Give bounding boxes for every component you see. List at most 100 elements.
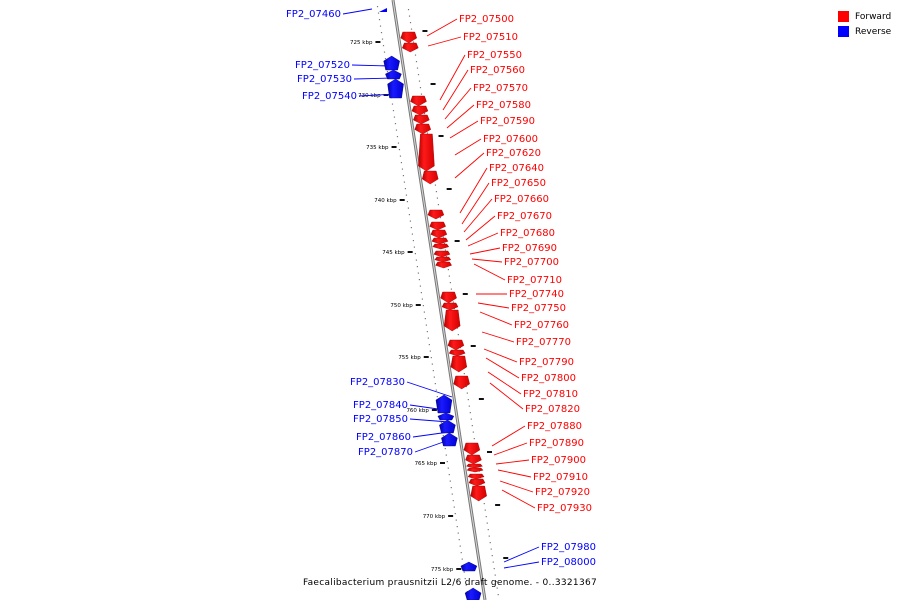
reverse-gene-label[interactable]: FP2_07980 — [541, 542, 596, 553]
reverse-gene-label[interactable]: FP2_07870 — [358, 447, 413, 458]
guide-dot — [419, 285, 421, 287]
reverse-gene-label[interactable]: FP2_07840 — [353, 400, 408, 411]
forward-gene-arrow[interactable] — [443, 309, 461, 332]
reverse-gene-arrow[interactable] — [439, 419, 456, 434]
forward-gene-arrow[interactable] — [402, 42, 419, 53]
forward-gene-arrow[interactable] — [400, 31, 417, 44]
forward-gene-arrow[interactable] — [429, 221, 446, 231]
forward-gene-label[interactable]: FP2_07640 — [489, 163, 544, 174]
reverse-gene-label[interactable]: FP2_07520 — [295, 60, 350, 71]
forward-gene-arrow[interactable] — [433, 250, 451, 258]
forward-gene-label[interactable]: FP2_07920 — [535, 487, 590, 498]
forward-gene-arrow[interactable] — [470, 485, 487, 502]
forward-gene-label[interactable]: FP2_07550 — [467, 50, 522, 61]
forward-gene-label[interactable]: FP2_07510 — [463, 32, 518, 43]
forward-gene-arrow[interactable] — [421, 170, 439, 185]
forward-gene-label[interactable]: FP2_07800 — [521, 373, 576, 384]
forward-gene-arrow[interactable] — [431, 237, 449, 245]
reverse-gene-arrow[interactable] — [464, 587, 482, 600]
reverse-gene-label[interactable]: FP2_07850 — [353, 414, 408, 425]
forward-gene-arrow[interactable] — [450, 355, 468, 373]
guide-dot — [418, 80, 421, 82]
forward-leader-line — [485, 357, 520, 379]
forward-gene-arrow[interactable] — [427, 209, 445, 220]
forward-gene-arrow[interactable] — [448, 349, 466, 357]
forward-gene-arrow[interactable] — [468, 478, 486, 487]
tick-mark — [446, 188, 452, 190]
forward-gene-label[interactable]: FP2_07500 — [459, 14, 514, 25]
reverse-gene-arrow[interactable] — [385, 69, 402, 80]
forward-gene-arrow[interactable] — [441, 302, 459, 311]
forward-gene-label[interactable]: FP2_07700 — [504, 257, 559, 268]
forward-leader-line — [493, 442, 528, 456]
forward-gene-arrow[interactable] — [453, 375, 470, 390]
forward-gene-arrow[interactable] — [465, 454, 482, 465]
forward-gene-label[interactable]: FP2_07590 — [480, 116, 535, 127]
forward-gene-label[interactable]: FP2_07710 — [507, 275, 562, 286]
forward-gene-label[interactable]: FP2_07810 — [523, 389, 578, 400]
forward-gene-arrow[interactable] — [411, 105, 429, 116]
tick-mark — [456, 568, 462, 570]
reverse-leader-line — [353, 77, 394, 80]
forward-leader-line — [477, 302, 510, 309]
reverse-gene-arrow[interactable] — [383, 55, 400, 71]
guide-dot — [386, 71, 389, 73]
reverse-gene-arrow[interactable] — [460, 561, 478, 572]
forward-gene-arrow[interactable] — [463, 442, 481, 456]
forward-gene-label[interactable]: FP2_07580 — [476, 100, 531, 111]
forward-gene-arrow[interactable] — [467, 473, 485, 480]
forward-gene-label[interactable]: FP2_07880 — [527, 421, 582, 432]
guide-dot — [418, 279, 420, 281]
forward-gene-label[interactable]: FP2_07930 — [537, 503, 592, 514]
guide-dot — [411, 233, 414, 235]
reverse-gene-arrow[interactable] — [435, 394, 453, 414]
reverse-gene-arrow[interactable] — [387, 78, 404, 99]
forward-gene-label[interactable]: FP2_07680 — [500, 228, 555, 239]
forward-gene-label[interactable]: FP2_07910 — [533, 472, 588, 483]
guide-dot — [408, 214, 411, 216]
forward-gene-arrow[interactable] — [430, 229, 448, 239]
forward-gene-label[interactable]: FP2_07600 — [483, 134, 538, 145]
forward-gene-arrow[interactable] — [435, 261, 452, 269]
forward-gene-label[interactable]: FP2_07620 — [486, 148, 541, 159]
forward-gene-arrow[interactable] — [440, 291, 457, 304]
reverse-gene-arrow[interactable] — [441, 432, 458, 447]
forward-gene-arrow[interactable] — [413, 114, 430, 125]
forward-gene-label[interactable]: FP2_07760 — [514, 320, 569, 331]
forward-gene-label[interactable]: FP2_07890 — [529, 438, 584, 449]
reverse-gene-arrow[interactable] — [379, 8, 387, 12]
forward-gene-arrow[interactable] — [466, 463, 483, 469]
forward-gene-label[interactable]: FP2_07750 — [511, 303, 566, 314]
forward-gene-label[interactable]: FP2_07740 — [509, 289, 564, 300]
reverse-gene-label[interactable]: FP2_07830 — [350, 377, 405, 388]
forward-gene-label[interactable]: FP2_07670 — [497, 211, 552, 222]
forward-gene-arrow[interactable] — [414, 123, 432, 135]
reverse-gene-label[interactable]: FP2_07540 — [302, 91, 357, 102]
forward-gene-label[interactable]: FP2_07900 — [531, 455, 586, 466]
forward-gene-label[interactable]: FP2_07790 — [519, 357, 574, 368]
reverse-gene-label[interactable]: FP2_07530 — [297, 74, 352, 85]
forward-gene-label[interactable]: FP2_07650 — [491, 178, 546, 189]
forward-gene-arrow[interactable] — [410, 95, 427, 107]
genome-axis-highlight — [392, 0, 486, 600]
guide-dot — [426, 331, 428, 333]
guide-dot — [426, 132, 429, 134]
forward-gene-arrow[interactable] — [432, 243, 450, 250]
forward-gene-label[interactable]: FP2_07690 — [502, 243, 557, 254]
tick-mark — [430, 83, 436, 85]
guide-dot — [465, 584, 467, 586]
forward-gene-label[interactable]: FP2_07570 — [473, 83, 528, 94]
forward-gene-label[interactable]: FP2_07820 — [525, 404, 580, 415]
forward-gene-arrow[interactable] — [447, 339, 465, 351]
forward-gene-arrow[interactable] — [418, 133, 435, 172]
forward-gene-arrow[interactable] — [466, 467, 484, 473]
forward-gene-label[interactable]: FP2_07770 — [516, 337, 571, 348]
reverse-gene-label[interactable]: FP2_07460 — [286, 9, 341, 20]
reverse-gene-label[interactable]: FP2_08000 — [541, 557, 596, 568]
forward-gene-label[interactable]: FP2_07660 — [494, 194, 549, 205]
forward-gene-label[interactable]: FP2_07560 — [470, 65, 525, 76]
reverse-gene-label[interactable]: FP2_07860 — [356, 432, 411, 443]
reverse-gene-arrow[interactable] — [437, 412, 455, 421]
forward-gene-arrow[interactable] — [434, 256, 452, 263]
guide-dot — [420, 93, 423, 95]
